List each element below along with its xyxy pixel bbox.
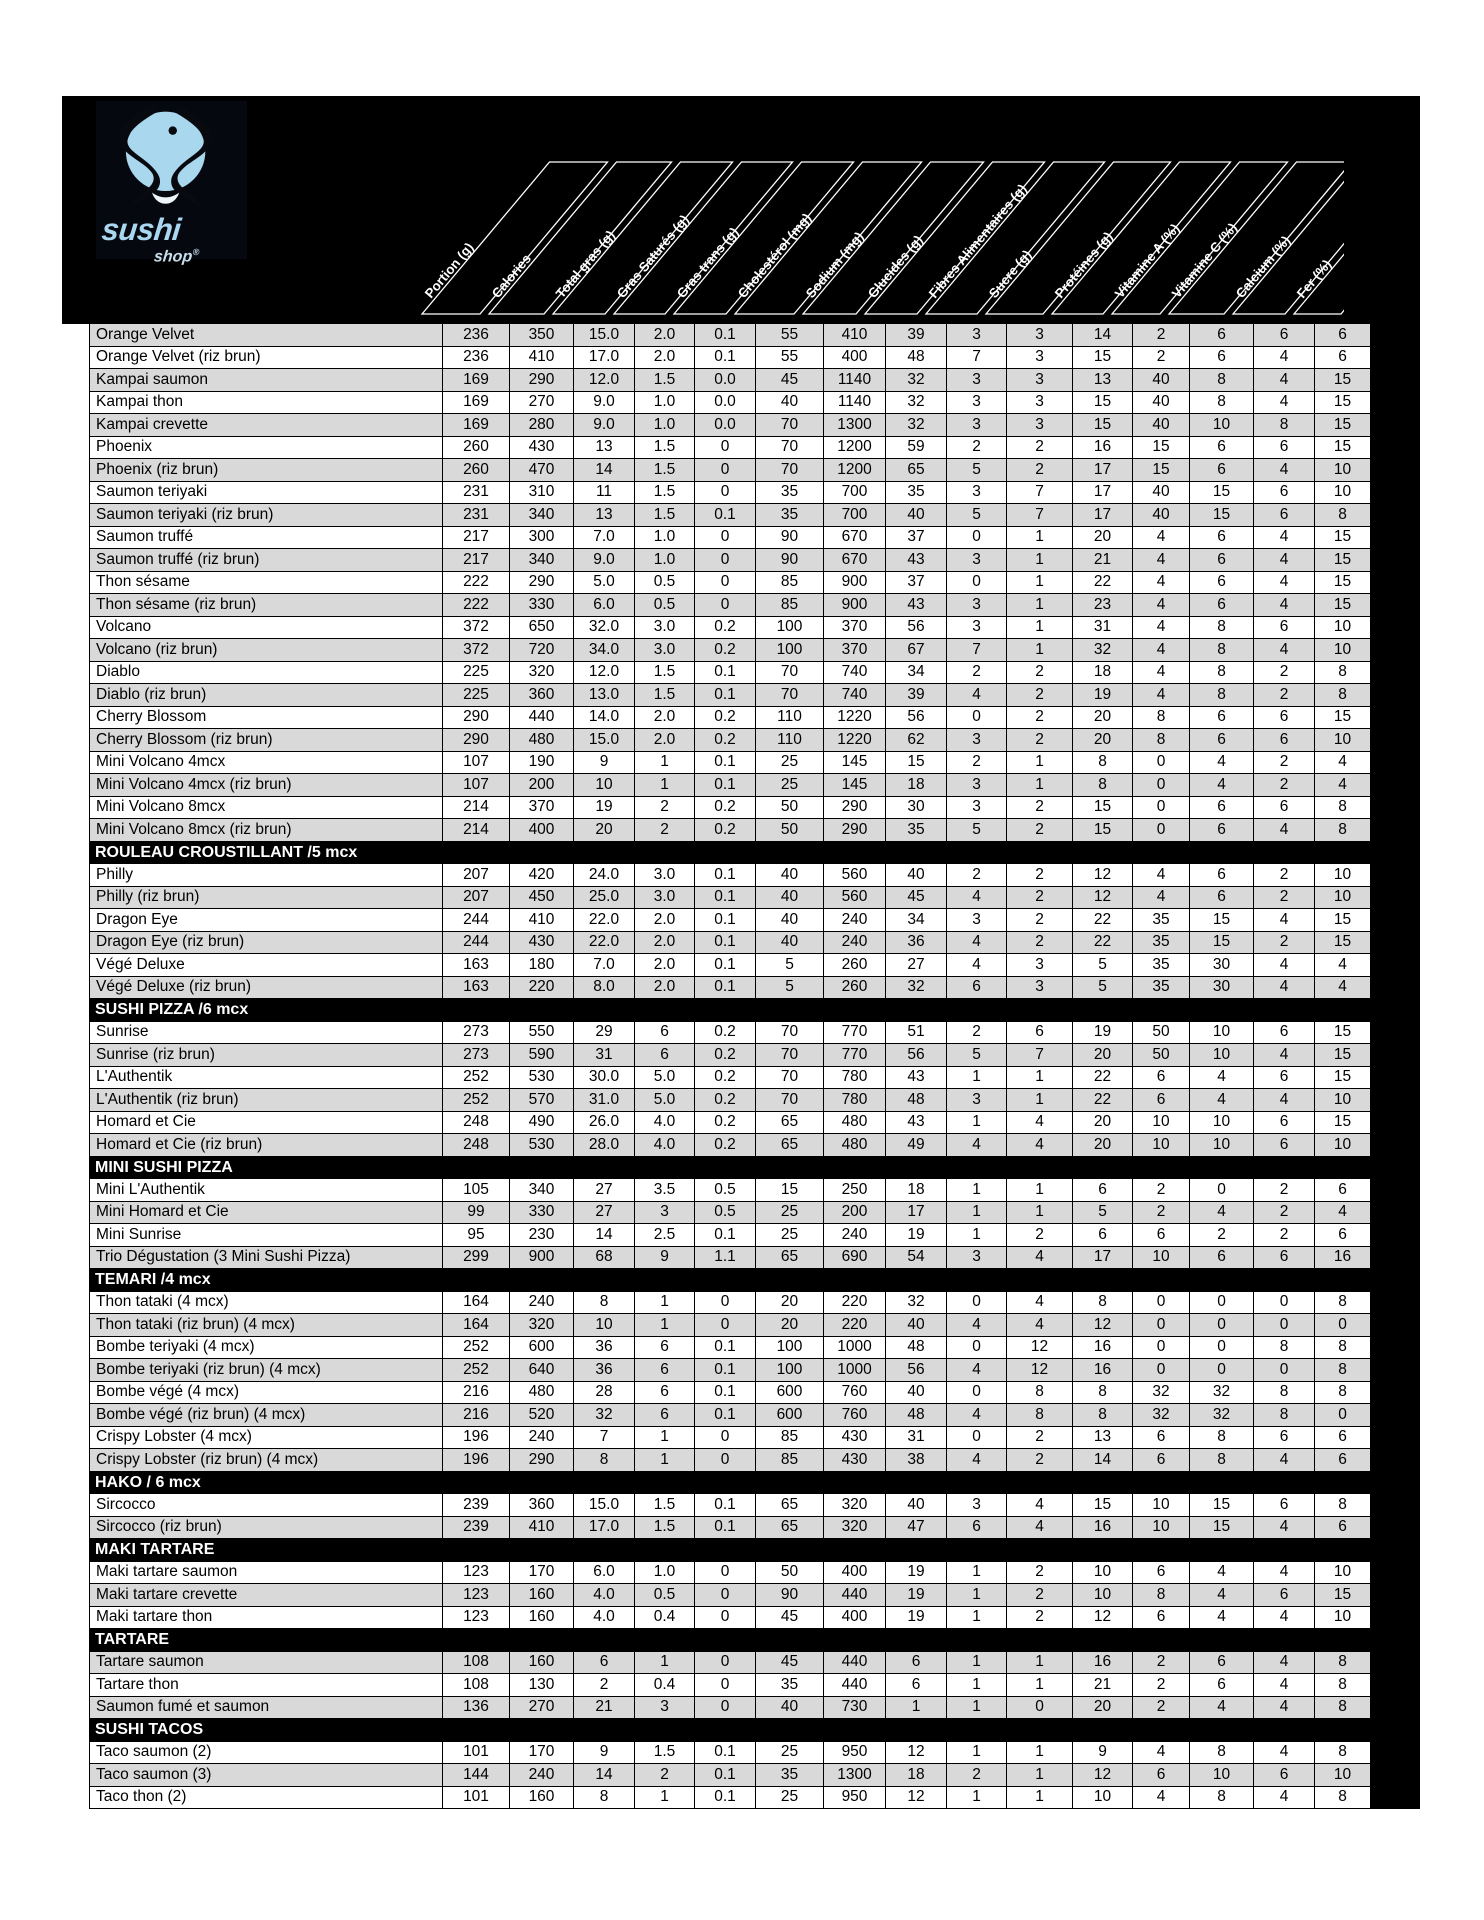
svg-text:Calories: Calories bbox=[489, 251, 534, 301]
svg-text:Gras trans (g): Gras trans (g) bbox=[674, 224, 742, 300]
svg-text:Portion (g): Portion (g) bbox=[422, 240, 477, 301]
svg-text:Fibres Alimentaires (g): Fibres Alimentaires (g) bbox=[926, 181, 1030, 301]
svg-text:Calcium (%): Calcium (%) bbox=[1233, 233, 1293, 301]
svg-text:Glucides (g): Glucides (g) bbox=[865, 232, 926, 301]
svg-text:Cholestérol (mg): Cholestérol (mg) bbox=[735, 210, 814, 301]
svg-text:Sodium (mg): Sodium (mg) bbox=[803, 229, 867, 301]
svg-text:Fer (%): Fer (%) bbox=[1294, 257, 1334, 301]
svg-text:Protéines (g): Protéines (g) bbox=[1052, 229, 1116, 301]
svg-text:Total gras (g): Total gras (g) bbox=[553, 228, 618, 301]
svg-text:Sucre (g): Sucre (g) bbox=[986, 247, 1035, 301]
